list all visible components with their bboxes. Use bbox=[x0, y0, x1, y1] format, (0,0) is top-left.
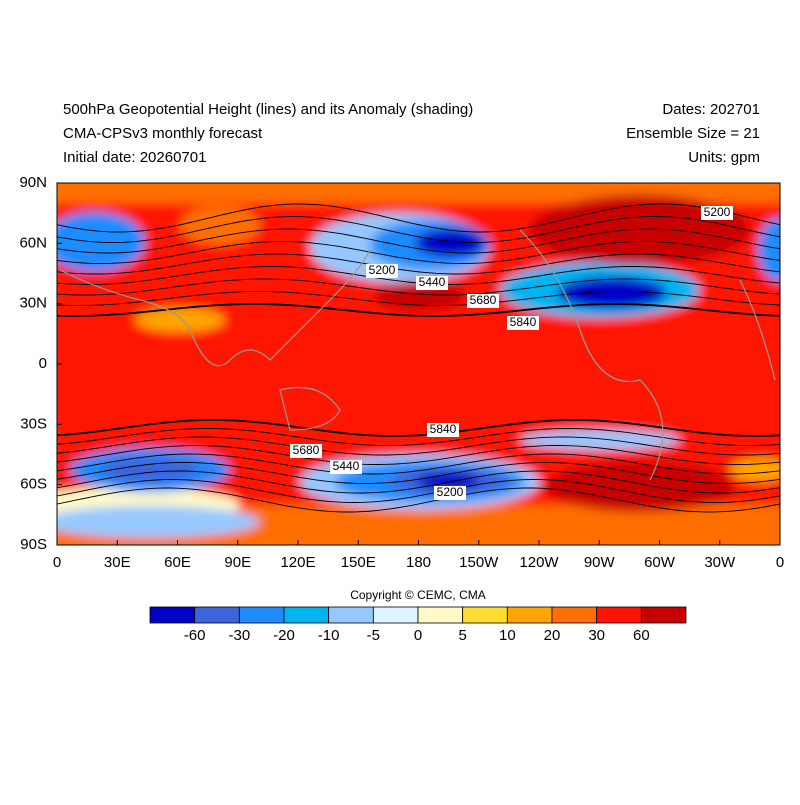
map-area: 5200 5200 5440 5680 5840 5840 5680 5440 5200 bbox=[57, 183, 780, 545]
anomaly-shading bbox=[57, 183, 780, 545]
x-tick-label: 30W bbox=[704, 554, 736, 571]
contour-label: 5440 bbox=[333, 459, 360, 473]
colorbar-box bbox=[283, 606, 330, 624]
contour-labels: 5200 5200 5440 5680 5840 5840 5680 5440 5200 bbox=[290, 205, 733, 500]
subtitle: CMA-CPSv3 monthly forecast bbox=[63, 125, 263, 142]
title: 500hPa Geopotential Height (lines) and i… bbox=[63, 101, 473, 118]
colorbar-label: -30 bbox=[228, 627, 250, 644]
y-tick-label: 30N bbox=[19, 295, 47, 312]
units: Units: gpm bbox=[688, 149, 760, 166]
contour-line bbox=[57, 216, 780, 243]
contour-label: 5680 bbox=[293, 443, 320, 457]
x-tick-label: 90W bbox=[584, 554, 616, 571]
colorbar: -60 -30 -20 -10 -5 0 5 10 20 30 60 bbox=[149, 606, 687, 644]
colorbar-box bbox=[328, 606, 374, 624]
contour-line bbox=[57, 428, 780, 446]
colorbar-box bbox=[149, 606, 196, 624]
contour-label: 5680 bbox=[470, 293, 497, 307]
contour-label: 5200 bbox=[704, 205, 731, 219]
colorbar-label: 20 bbox=[544, 627, 561, 644]
contour-label-bg bbox=[701, 206, 733, 220]
y-tick-label: 90S bbox=[20, 536, 47, 553]
contour-line bbox=[57, 479, 780, 503]
contour-line bbox=[57, 462, 780, 484]
contour-label: 5840 bbox=[430, 422, 457, 436]
contour-line bbox=[57, 419, 780, 437]
colorbar-label: 5 bbox=[458, 627, 466, 644]
y-tick-label: 60S bbox=[20, 476, 47, 493]
colorbar-box bbox=[462, 606, 508, 624]
x-tick-label: 150W bbox=[459, 554, 499, 571]
contour-line bbox=[57, 228, 780, 254]
contour-line bbox=[57, 291, 780, 306]
x-tick-label: 120E bbox=[280, 554, 315, 571]
coastlines bbox=[59, 229, 776, 481]
ensemble-size: Ensemble Size = 21 bbox=[626, 125, 760, 142]
colorbar-box bbox=[372, 606, 419, 624]
contour-label-bg bbox=[434, 486, 466, 500]
x-tick-label: 180 bbox=[406, 554, 431, 571]
colorbar-box bbox=[596, 606, 642, 624]
contour-line bbox=[57, 278, 780, 296]
contour-line bbox=[57, 253, 780, 275]
contour-label-bg bbox=[427, 423, 459, 437]
contour-line bbox=[57, 470, 780, 494]
x-tick-label: 30E bbox=[104, 554, 131, 571]
contour-line bbox=[57, 453, 780, 475]
colorbar-box bbox=[194, 606, 240, 624]
y-tick-label: 60N bbox=[19, 234, 47, 251]
x-tick-label: 60W bbox=[644, 554, 676, 571]
axes: 0 30E 60E 90E 120E 150E 180 150W 120W 90W 60W 30W 09… bbox=[19, 174, 784, 571]
colorbar-box bbox=[238, 606, 285, 624]
contour-label-bg bbox=[507, 316, 539, 330]
colorbar-label: 0 bbox=[414, 627, 422, 644]
y-tick-label: 90N bbox=[19, 174, 47, 191]
colorbar-label: 10 bbox=[499, 627, 516, 644]
colorbar-label: -60 bbox=[184, 627, 206, 644]
colorbar-box bbox=[551, 606, 598, 624]
initial-date: Initial date: 20260701 bbox=[63, 149, 206, 166]
x-tick-label: 60E bbox=[164, 554, 191, 571]
height-contours bbox=[57, 203, 780, 513]
contour-line bbox=[57, 487, 780, 513]
contour-label: 5200 bbox=[369, 263, 396, 277]
contour-line bbox=[57, 303, 780, 317]
x-tick-label: 0 bbox=[776, 554, 784, 571]
contour-line bbox=[57, 203, 780, 233]
x-tick-label: 150E bbox=[341, 554, 376, 571]
colorbar-label: 30 bbox=[588, 627, 605, 644]
colorbar-box bbox=[417, 606, 464, 624]
copyright: Copyright © CEMC, CMA bbox=[350, 588, 486, 602]
contour-label: 5440 bbox=[419, 275, 446, 289]
contour-label-bg bbox=[330, 460, 362, 474]
contour-label: 5840 bbox=[510, 315, 537, 329]
colorbar-label: -10 bbox=[318, 627, 340, 644]
colorbar-box bbox=[506, 606, 553, 624]
y-tick-label: 30S bbox=[20, 415, 47, 432]
x-tick-label: 0 bbox=[53, 554, 61, 571]
contour-label: 5200 bbox=[437, 485, 464, 499]
contour-label-bg bbox=[290, 444, 322, 458]
contour-label-bg bbox=[416, 276, 448, 290]
dates: Dates: 202701 bbox=[662, 101, 760, 118]
contour-label-bg bbox=[366, 264, 398, 278]
colorbar-label: -20 bbox=[273, 627, 295, 644]
x-tick-label: 120W bbox=[519, 554, 559, 571]
colorbar-label: -5 bbox=[367, 627, 380, 644]
contour-label-bg bbox=[467, 294, 499, 308]
contour-line bbox=[57, 241, 780, 264]
colorbar-box bbox=[640, 606, 687, 624]
x-tick-label: 90E bbox=[224, 554, 251, 571]
contour-line bbox=[57, 436, 780, 456]
colorbar-label: 60 bbox=[633, 627, 650, 644]
y-tick-label: 0 bbox=[39, 355, 47, 372]
